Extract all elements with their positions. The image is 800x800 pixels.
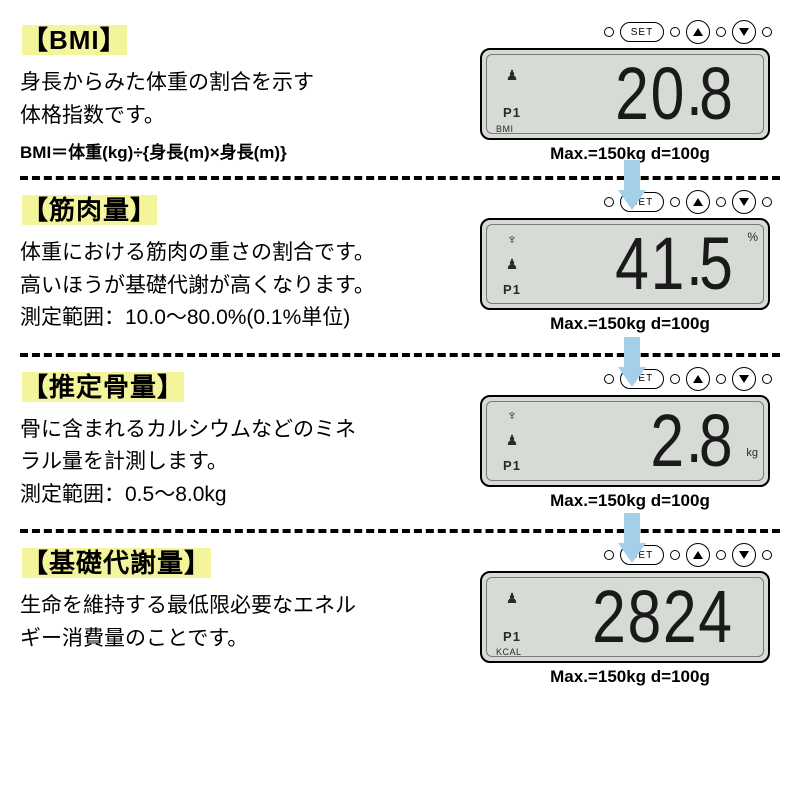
lcd-mode-label: BMI — [496, 124, 514, 134]
lcd-unit: % — [747, 230, 758, 244]
flow-arrow-icon — [620, 513, 644, 569]
down-button[interactable] — [732, 190, 756, 214]
dot-indicator — [716, 374, 726, 384]
lcd-display: ♟ P1 2824 KCAL — [480, 571, 770, 663]
section-text: 【基礎代謝量】生命を維持する最低限必要なエネルギー消費量のことです。 — [20, 541, 466, 661]
triangle-down-icon — [739, 375, 749, 383]
lcd-value: 2824 — [592, 580, 734, 654]
profile-label: P1 — [503, 282, 521, 297]
up-button[interactable] — [686, 543, 710, 567]
profile-label: P1 — [503, 629, 521, 644]
section-title: 【BMI】 — [20, 20, 129, 57]
up-button[interactable] — [686, 20, 710, 44]
lcd-unit: kg — [746, 447, 758, 459]
dot-indicator — [604, 197, 614, 207]
dot-indicator — [604, 550, 614, 560]
section-title: 【筋肉量】 — [20, 190, 159, 227]
lcd-value: 2.8 — [650, 404, 734, 478]
triangle-up-icon — [693, 551, 703, 559]
triangle-up-icon — [693, 198, 703, 206]
up-button[interactable] — [686, 367, 710, 391]
dot-indicator — [762, 197, 772, 207]
dot-indicator — [670, 374, 680, 384]
section-text: 【BMI】身長からみた体重の割合を示す体格指数です。 BMI＝体重(kg)÷{身長… — [20, 18, 466, 163]
dot-indicator — [716, 550, 726, 560]
person-icon: ♟ — [506, 591, 519, 605]
dot-indicator — [670, 197, 680, 207]
triangle-up-icon — [693, 28, 703, 36]
section-description: 骨に含まれるカルシウムなどのミネラル量を計測します。測定範囲：0.5～8.0kg — [20, 414, 466, 512]
lcd-button-row: SET — [480, 20, 780, 44]
lcd-mode-label: KCAL — [496, 647, 522, 657]
section-title: 【基礎代謝量】 — [20, 543, 213, 580]
triangle-down-icon — [739, 551, 749, 559]
down-button[interactable] — [732, 543, 756, 567]
down-button[interactable] — [732, 20, 756, 44]
display-panel: SET ♟ P1 2824 KCAL Max.=150kg d=100g — [480, 541, 780, 687]
dot-indicator — [670, 27, 680, 37]
muscle-icon: ♆ — [507, 408, 518, 422]
dot-indicator — [762, 374, 772, 384]
lcd-display: ♟ P1 20.8 BMI — [480, 48, 770, 140]
lcd-display: ♆ ♟ P1 41.5 % — [480, 218, 770, 310]
dot-indicator — [670, 550, 680, 560]
muscle-icon: ♆ — [507, 232, 518, 246]
profile-label: P1 — [503, 105, 521, 120]
dot-indicator — [716, 27, 726, 37]
dot-indicator — [604, 27, 614, 37]
up-button[interactable] — [686, 190, 710, 214]
section-bmr: 【基礎代謝量】生命を維持する最低限必要なエネルギー消費量のことです。 SET ♟… — [20, 533, 780, 699]
person-icon: ♟ — [506, 68, 519, 82]
flow-arrow-icon — [620, 160, 644, 216]
person-icon: ♟ — [506, 257, 519, 271]
section-description: 生命を維持する最低限必要なエネルギー消費量のことです。 — [20, 590, 466, 655]
triangle-up-icon — [693, 375, 703, 383]
triangle-down-icon — [739, 28, 749, 36]
lcd-caption: Max.=150kg d=100g — [480, 491, 780, 511]
section-title: 【推定骨量】 — [20, 367, 186, 404]
dot-indicator — [716, 197, 726, 207]
set-button[interactable]: SET — [620, 22, 664, 42]
person-icon: ♟ — [506, 433, 519, 447]
section-text: 【筋肉量】体重における筋肉の重さの割合です。高いほうが基礎代謝が高くなります。測… — [20, 188, 466, 341]
profile-label: P1 — [503, 458, 521, 473]
section-bmi: 【BMI】身長からみた体重の割合を示す体格指数です。 BMI＝体重(kg)÷{身長… — [20, 10, 780, 176]
dot-indicator — [604, 374, 614, 384]
section-description: 身長からみた体重の割合を示す体格指数です。 — [20, 67, 466, 132]
triangle-down-icon — [739, 198, 749, 206]
lcd-value: 41.5 — [615, 227, 734, 301]
section-description: 体重における筋肉の重さの割合です。高いほうが基礎代謝が高くなります。測定範囲：1… — [20, 237, 466, 335]
lcd-display: ♆ ♟ P1 2.8 kg — [480, 395, 770, 487]
lcd-caption: Max.=150kg d=100g — [480, 667, 780, 687]
flow-arrow-icon — [620, 337, 644, 393]
dot-indicator — [762, 27, 772, 37]
section-muscle: 【筋肉量】体重における筋肉の重さの割合です。高いほうが基礎代謝が高くなります。測… — [20, 180, 780, 353]
section-bone: 【推定骨量】骨に含まれるカルシウムなどのミネラル量を計測します。測定範囲：0.5… — [20, 357, 780, 530]
lcd-value: 20.8 — [615, 57, 734, 131]
section-text: 【推定骨量】骨に含まれるカルシウムなどのミネラル量を計測します。測定範囲：0.5… — [20, 365, 466, 518]
down-button[interactable] — [732, 367, 756, 391]
formula: BMI＝体重(kg)÷{身長(m)×身長(m)} — [20, 138, 466, 163]
dot-indicator — [762, 550, 772, 560]
display-panel: SET ♟ P1 20.8 BMI Max.=150kg d=100g — [480, 18, 780, 164]
display-panel: SET ♆ ♟ P1 41.5 % Max.=150kg d=100g — [480, 188, 780, 334]
lcd-caption: Max.=150kg d=100g — [480, 314, 780, 334]
display-panel: SET ♆ ♟ P1 2.8 kg Max.=150kg d=100g — [480, 365, 780, 511]
